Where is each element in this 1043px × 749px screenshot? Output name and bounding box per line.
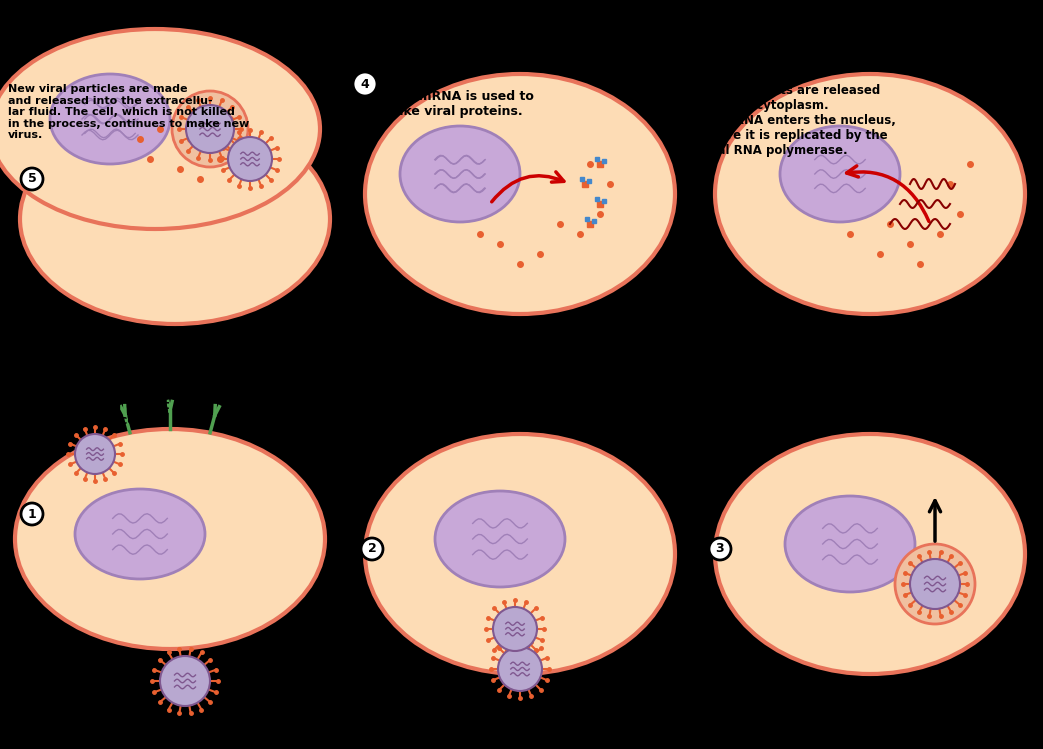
Ellipse shape — [365, 434, 675, 674]
Circle shape — [361, 538, 383, 560]
Circle shape — [75, 434, 115, 474]
Text: 2: 2 — [367, 542, 377, 556]
Circle shape — [21, 168, 43, 190]
Ellipse shape — [785, 496, 915, 592]
Ellipse shape — [0, 29, 320, 229]
Ellipse shape — [435, 491, 565, 587]
Ellipse shape — [365, 74, 675, 314]
Circle shape — [353, 72, 377, 96]
Circle shape — [493, 607, 537, 651]
Circle shape — [909, 559, 960, 609]
Circle shape — [172, 91, 248, 167]
Circle shape — [228, 137, 272, 181]
Ellipse shape — [715, 74, 1025, 314]
Circle shape — [895, 544, 975, 624]
Text: Viral contents are released
into the cytoplasm.
Viral RNA enters the nucleus,
wh: Viral contents are released into the cyt… — [700, 84, 896, 157]
Text: 5: 5 — [27, 172, 37, 186]
Text: New viral particles are made
and released into the extracellu-
lar fluid. The ce: New viral particles are made and release… — [8, 84, 249, 140]
Ellipse shape — [15, 429, 325, 649]
Circle shape — [709, 538, 731, 560]
Circle shape — [186, 105, 234, 153]
Circle shape — [160, 656, 210, 706]
Ellipse shape — [50, 74, 170, 164]
Circle shape — [498, 647, 542, 691]
Ellipse shape — [20, 114, 330, 324]
Text: 4: 4 — [361, 77, 369, 91]
Text: 1: 1 — [27, 508, 37, 521]
Text: 3: 3 — [715, 542, 724, 556]
Text: Viral mRNA is used to
make viral proteins.: Viral mRNA is used to make viral protein… — [382, 90, 534, 118]
Text: tched to a target
epithelial cell.: tched to a target epithelial cell. — [50, 399, 169, 427]
Ellipse shape — [75, 489, 205, 579]
Ellipse shape — [715, 434, 1025, 674]
Circle shape — [21, 503, 43, 525]
Ellipse shape — [780, 126, 900, 222]
Ellipse shape — [401, 126, 520, 222]
